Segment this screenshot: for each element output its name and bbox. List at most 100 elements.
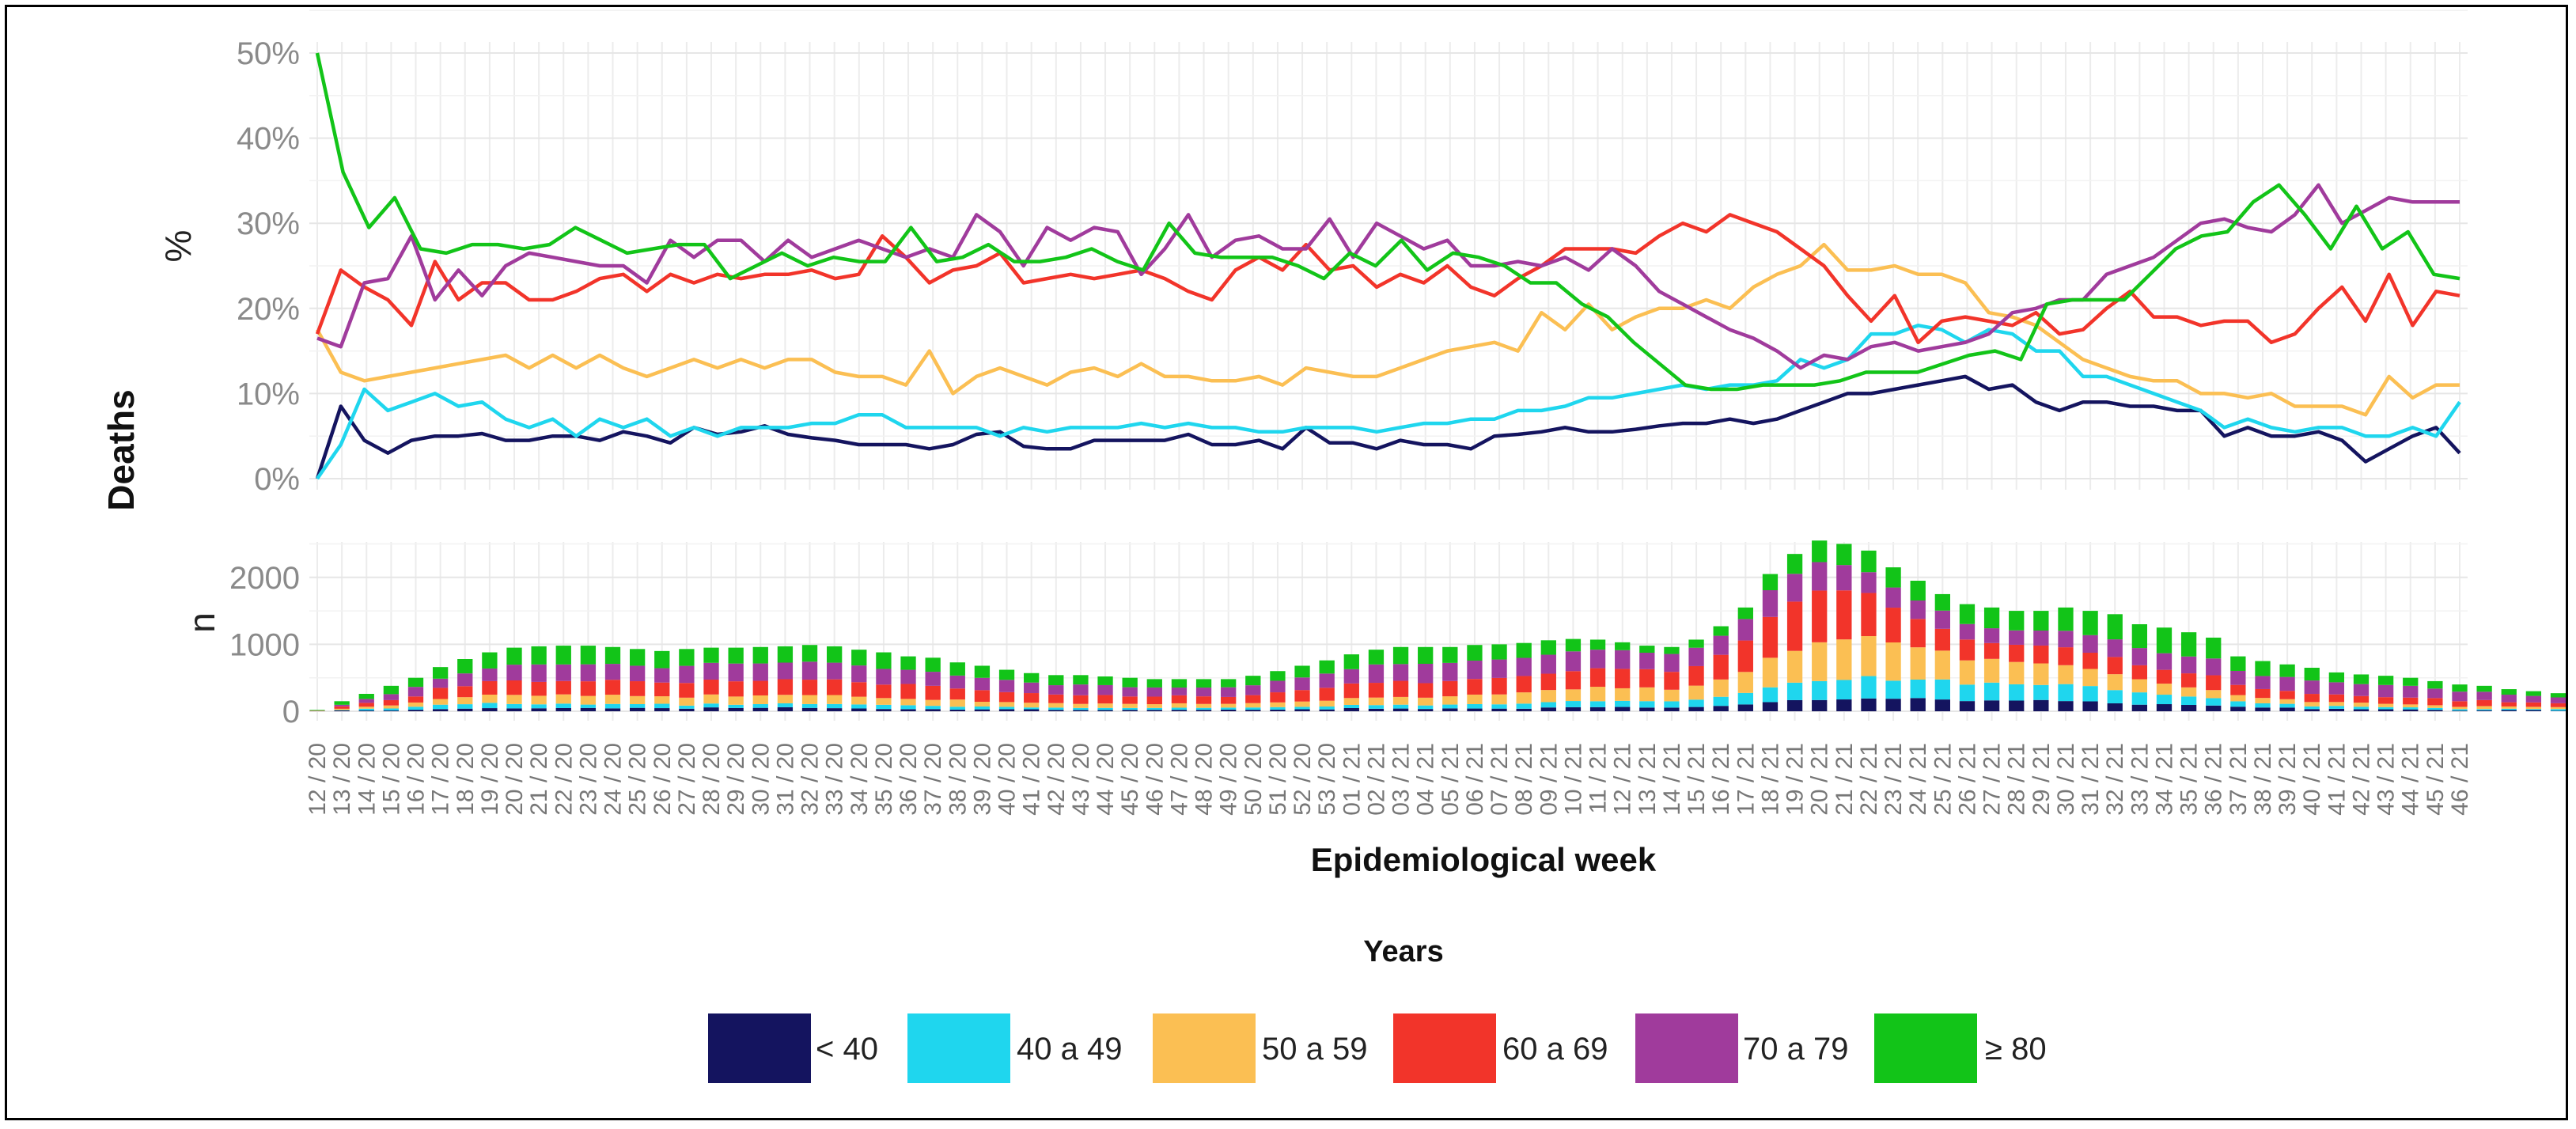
bar-segment [1737,607,1753,619]
bar-segment [974,702,991,707]
legend-label: 50 a 59 [1262,1032,1367,1066]
bar-segment [900,656,916,670]
bar-segment [1786,650,1803,683]
bar-segment [2501,706,2517,709]
bar-segment [2156,627,2173,654]
series-line [316,324,2461,480]
bar-segment [2131,648,2148,665]
bar-segment [777,679,794,695]
bar-segment [1959,684,1976,702]
bar-segment [998,702,1015,707]
bar-segment [2525,709,2542,710]
bar-segment [1983,700,2000,711]
bar-segment [801,661,818,680]
bar-segment [2452,707,2468,710]
bar-segment [1392,708,1409,711]
bar-segment [703,647,719,663]
x-tick-label: 23 / 20 [575,743,601,816]
bar-segment [1368,697,1385,706]
bar-segment [2082,701,2098,711]
bar-segment [1221,687,1237,697]
bar-segment [1565,671,1582,690]
legend-title: Years [1363,935,1443,968]
bar-segment [851,665,867,683]
bar-segment [679,697,695,706]
legend-label: < 40 [816,1032,878,1066]
top-panel-grid [309,9,2468,494]
bar-segment [1418,709,1434,711]
bar-segment [383,699,400,706]
x-tick-label: 02 / 21 [1363,743,1389,816]
bar-segment [1195,707,1212,710]
x-tick-label: 43 / 20 [1068,743,1094,816]
bar-segment [1885,587,1901,608]
bar-segment [1418,683,1434,698]
bar-segment [1442,704,1458,709]
bar-segment [334,706,350,709]
bar-segment [2476,691,2492,700]
x-tick-label: 44 / 21 [2398,743,2424,816]
bar-segment [1589,687,1606,702]
bar-segment [1885,680,1901,699]
bar-segment [2033,684,2049,700]
x-tick-label: 33 / 21 [2127,743,2153,816]
bar-segment [851,650,867,666]
bar-segment [876,652,892,669]
bar-segment [2525,691,2542,696]
bar-segment [801,645,818,662]
bar-segment [679,649,695,666]
bar-segment [2107,674,2123,691]
bar-segment [949,699,965,707]
bar-segment [1959,701,1976,711]
bar-segment [1589,707,1606,711]
bar-segment [777,703,794,707]
bar-segment [2377,684,2394,698]
bar-segment [1073,695,1089,704]
bar-segment [974,677,991,691]
x-tick-label: 12 / 21 [1610,743,1636,816]
bar-segment [2009,611,2025,631]
bar-segment [1885,567,1901,588]
bar-segment [1786,682,1803,700]
bar-segment [1713,696,1729,707]
bar-segment [1467,679,1483,695]
series-line [315,374,2461,479]
legend-swatch [907,1013,1010,1083]
bar-segment [1589,668,1606,688]
bar-segment [1639,701,1655,708]
bar-segment [506,695,522,704]
bar-segment [1442,662,1458,681]
bar-segment [1048,703,1064,708]
bar-segment [1146,687,1162,697]
bar-segment [851,682,867,697]
bar-segment [1097,684,1113,695]
bar-segment [2230,656,2246,671]
bar-segment [531,646,547,665]
bar-segment [1467,694,1483,704]
bar-segment [1983,642,2000,659]
bar-segment [2156,684,2173,695]
x-tick-label: 19 / 21 [1782,743,1809,816]
bar-segment [457,708,473,711]
series-line [315,213,2460,345]
bar-segment [1122,707,1138,710]
bar-segment [1516,676,1532,693]
bar-segment [827,708,843,711]
bar-segment [2279,676,2295,691]
bar-segment [2377,676,2394,685]
x-tick-label: 28 / 20 [699,743,725,816]
bar-segment [1639,653,1655,669]
bar-segment [900,709,916,711]
bar-segment [1516,657,1532,676]
x-tick-label: 22 / 21 [1856,743,1882,816]
bar-segment [1836,639,1852,680]
bar-segment [1245,685,1261,695]
x-tick-label: 34 / 20 [847,743,873,816]
bar-segment [1737,704,1753,711]
bar-segment [2525,695,2542,703]
bar-segment [1048,675,1064,686]
bar-segment [2476,706,2492,710]
bar-segment [2353,684,2370,696]
bar-segment [752,680,768,695]
bar-segment [1294,709,1310,711]
